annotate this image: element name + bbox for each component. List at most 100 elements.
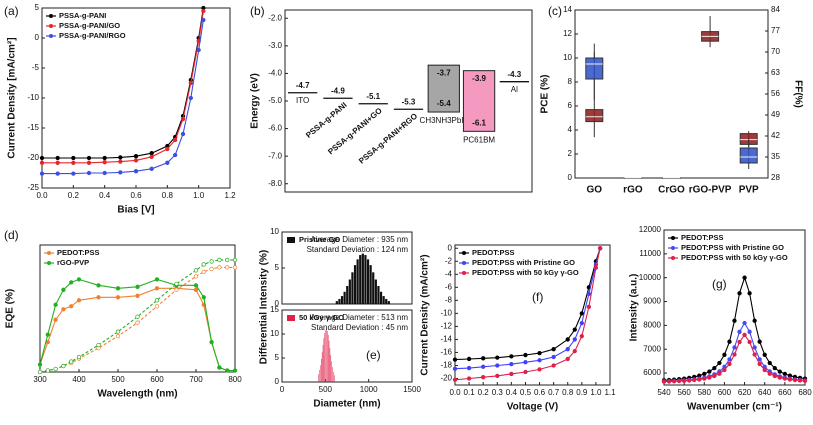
legend-marker — [462, 271, 466, 275]
data-point — [777, 375, 782, 380]
y-tick-label: 8000 — [643, 320, 661, 329]
y-tick-label: -5.0 — [268, 96, 282, 105]
data-point — [209, 266, 214, 272]
hist-bar — [327, 334, 329, 382]
data-point — [537, 367, 542, 372]
data-point — [717, 371, 722, 376]
data-point — [71, 160, 76, 165]
x-tick-label: 0.6 — [130, 191, 142, 200]
data-point — [752, 345, 757, 350]
data-point — [707, 375, 712, 380]
data-point — [86, 170, 92, 176]
x-tick-label: 560 — [677, 388, 691, 397]
data-point — [495, 363, 500, 368]
data-point — [509, 362, 514, 367]
data-point — [61, 307, 66, 312]
data-point — [565, 356, 570, 362]
y-tick-label: -16 — [440, 348, 452, 357]
series-line — [454, 248, 601, 370]
y-tick-label: -2.0 — [268, 13, 282, 22]
y-tick-label: -6.0 — [268, 124, 282, 133]
data-point — [217, 257, 222, 263]
legend-marker — [49, 34, 53, 38]
y-tick-label: 5 — [275, 263, 280, 272]
level-label: -4.7 — [296, 81, 310, 90]
hist-bar — [369, 265, 372, 304]
y-tick-label: -3.0 — [268, 41, 282, 50]
x-tick-label: 500 — [111, 375, 125, 384]
data-point — [180, 131, 186, 137]
data-point — [782, 376, 788, 381]
y-tick-label: -8.0 — [268, 179, 282, 188]
data-point — [717, 360, 722, 366]
data-point — [76, 277, 82, 282]
plot-frame — [574, 9, 769, 179]
data-point — [732, 318, 737, 323]
y-tick-label: -10 — [27, 93, 39, 102]
data-point — [586, 304, 592, 310]
data-point — [509, 371, 514, 377]
data-point — [452, 366, 458, 371]
data-point — [115, 295, 121, 300]
data-point — [69, 359, 74, 364]
series-line — [42, 7, 204, 159]
data-point — [154, 304, 160, 309]
y2-tick-label: 49 — [771, 110, 780, 119]
series-line — [42, 10, 204, 164]
legend-label: PEDOT:PSS with 50 kGy γ-GO — [472, 268, 579, 277]
y-tick-label: 15 — [270, 305, 279, 314]
data-point — [53, 317, 58, 322]
hist-bar — [353, 265, 357, 304]
x-tick-label: GO — [587, 185, 603, 196]
y-tick-label: 2 — [568, 149, 573, 158]
data-point — [61, 363, 66, 369]
data-point — [69, 304, 74, 309]
hist-bar — [372, 272, 375, 304]
data-point — [135, 284, 140, 289]
data-point — [495, 355, 500, 360]
legend-marker — [47, 251, 51, 255]
data-point — [69, 280, 74, 285]
y-tick-label: 10 — [270, 227, 279, 236]
legend-marker — [49, 14, 53, 18]
y2-tick-label: 56 — [771, 89, 780, 98]
y-tick-label: -25 — [27, 183, 39, 192]
legend-label: PEDOT:PSS with Pristine GO — [681, 243, 784, 252]
data-point — [687, 378, 692, 383]
data-point — [135, 293, 140, 298]
y2-tick-label: 28 — [771, 173, 780, 182]
data-point — [201, 17, 206, 23]
x-tick-label: 540 — [657, 388, 671, 397]
x-tick-label: 0.5 — [520, 388, 532, 397]
data-point — [702, 376, 707, 381]
y2-axis-label: FF(%) — [792, 80, 803, 108]
hist-bar — [387, 301, 390, 304]
data-point — [193, 268, 199, 273]
y-tick-label: -2 — [445, 256, 453, 265]
material-label: PSSA-g-PANI — [304, 100, 348, 139]
annotation: Standard Deviation : 45 nm — [311, 323, 408, 332]
energy-band — [427, 64, 460, 113]
data-point — [782, 371, 788, 377]
data-point — [537, 350, 542, 356]
data-point — [727, 361, 732, 367]
y-tick-label: -14 — [440, 335, 452, 344]
panel-label: (c) — [548, 4, 562, 18]
y-axis-label: Differential Intensity (%) — [259, 250, 270, 364]
y-tick-label: 0 — [275, 377, 280, 386]
legend-marker — [47, 261, 51, 265]
data-point — [722, 352, 727, 357]
data-point — [466, 376, 472, 381]
data-point — [579, 311, 584, 316]
y-tick-label: 6 — [568, 101, 573, 110]
series-line — [39, 259, 235, 373]
y-tick-label: 14 — [563, 5, 572, 14]
data-point — [71, 171, 76, 176]
hist-bar — [346, 286, 349, 304]
legend-label: PEDOT:PSS — [681, 233, 724, 242]
hist-bar — [324, 333, 325, 382]
data-point — [767, 360, 772, 366]
panel-label: (e) — [366, 348, 381, 362]
hist-bar — [385, 298, 388, 304]
